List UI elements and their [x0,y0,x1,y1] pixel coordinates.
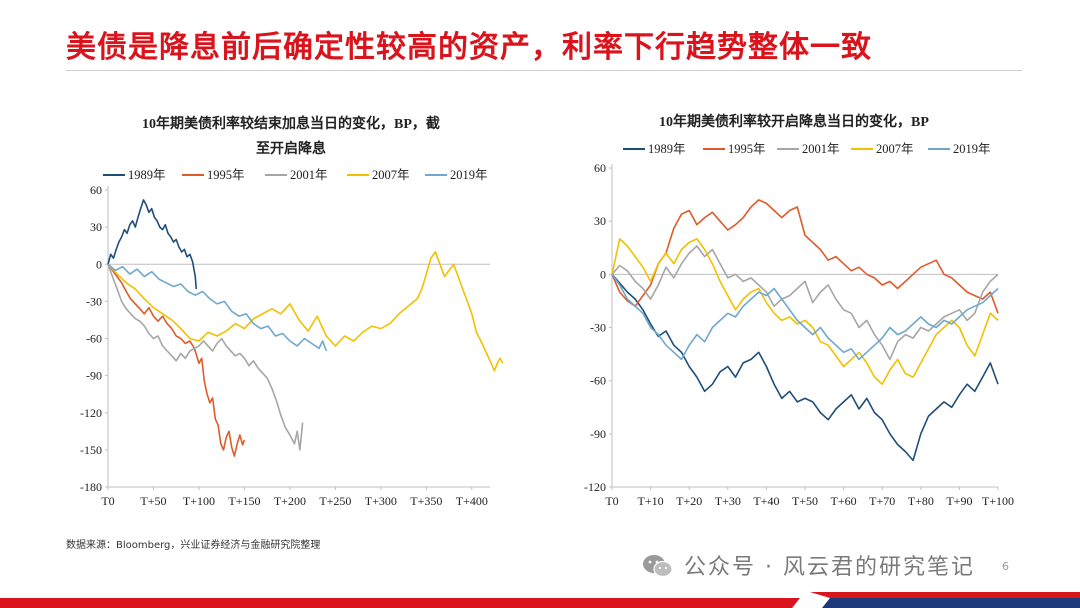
y-tick-label: -120 [80,406,102,420]
series-line-1995 [611,199,999,314]
series-line-2019 [107,263,328,352]
series-line-2007 [611,238,999,385]
legend-label: 2001年 [290,168,328,182]
x-tick-label: T0 [605,494,618,508]
y-tick-label: 0 [600,267,606,281]
series-line-2007 [107,251,504,372]
chart-rate-vs-first-cut: 10年期美债利率较开启降息当日的变化，BP 1989年 1995年 2001年 2007… [584,113,1014,508]
x-tick-label: T+300 [365,494,397,508]
legend-label: 1995年 [728,142,766,156]
y-tick-label: -120 [584,480,606,494]
x-tick-label: T+100 [982,494,1014,508]
footer-band [0,592,1080,608]
page-number: 6 [1002,560,1009,573]
x-tick-label: T+90 [946,494,972,508]
x-tick-label: T+100 [183,494,215,508]
legend-label: 2019年 [953,142,991,156]
series-line-1989 [611,273,999,462]
x-tick-label: T+10 [638,494,664,508]
y-tick-label: -90 [86,369,102,383]
x-tick-label: T+350 [410,494,442,508]
x-tick-label: T+60 [831,494,857,508]
y-tick-label: -180 [80,480,102,494]
y-tick-label: 30 [594,214,606,228]
legend-label: 1989年 [648,142,686,156]
x-tick-label: T+40 [753,494,779,508]
x-tick-label: T+20 [676,494,702,508]
legend-label: 1989年 [128,168,166,182]
series-line-1989 [107,199,197,290]
x-tick-label: T+80 [908,494,934,508]
y-tick-label: 30 [90,220,102,234]
y-tick-label: -30 [86,294,102,308]
chart-title: 10年期美债利率较结束加息当日的变化，BP，截 [142,115,440,132]
source-note: 数据来源：Bloomberg，兴业证券经济与金融研究院整理 [66,540,321,551]
watermark: 公众号 · 风云君的研究笔记 [684,555,975,580]
y-tick-label: -150 [80,443,102,457]
x-tick-label: T+150 [228,494,260,508]
x-tick-label: T+400 [456,494,488,508]
chart-title: 至开启降息 [256,140,326,157]
x-tick-label: T+30 [715,494,741,508]
x-tick-label: T+200 [274,494,306,508]
x-tick-label: T+50 [140,494,166,508]
series-line-2001 [611,245,999,361]
x-tick-label: T+70 [869,494,895,508]
y-tick-label: -60 [590,374,606,388]
title-divider [66,70,1022,71]
legend-label: 2019年 [450,168,488,182]
series-line-2001 [107,264,304,451]
y-tick-label: 60 [90,183,102,197]
wechat-icon [643,555,673,578]
x-tick-label: T0 [101,494,114,508]
x-tick-label: T+50 [792,494,818,508]
legend-label: 2007年 [876,142,914,156]
series-line-1995 [107,263,246,457]
y-tick-label: -60 [86,332,102,346]
slide-title: 美债是降息前后确定性较高的资产，利率下行趋势整体一致 [66,30,872,65]
x-tick-label: T+250 [319,494,351,508]
series-line-2019 [611,273,999,361]
y-tick-label: -90 [590,427,606,441]
legend-label: 2001年 [802,142,840,156]
legend-label: 1995年 [207,168,245,182]
legend-label: 2007年 [372,168,410,182]
y-tick-label: 60 [594,161,606,175]
y-tick-label: -30 [590,321,606,335]
y-tick-label: 0 [96,257,102,271]
chart-title: 10年期美债利率较开启降息当日的变化，BP [659,113,929,130]
